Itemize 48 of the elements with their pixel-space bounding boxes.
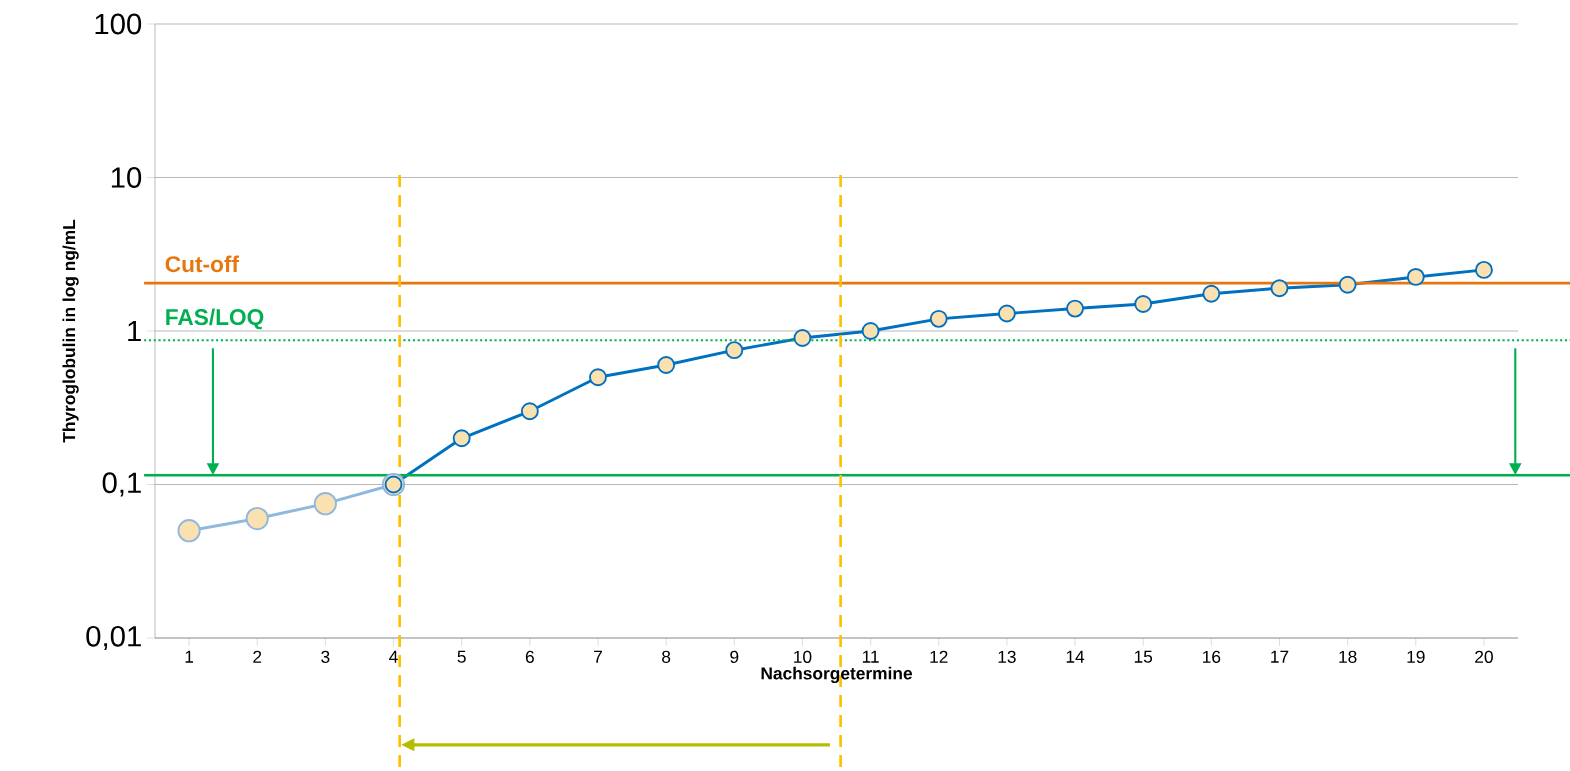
y-tick-label: 10: [111, 167, 142, 188]
ref-line-label: FAS/LOQ: [166, 308, 264, 330]
point: [657, 356, 676, 374]
point: [861, 322, 880, 340]
y-axis-title: Thyroglobulin in log ng/mL: [62, 219, 79, 443]
y-tick-label: 1: [128, 320, 141, 342]
point: [1202, 284, 1221, 303]
y-tick-label: 0,01: [86, 625, 141, 651]
x-tick-label: 2: [253, 650, 262, 663]
point: [245, 506, 269, 531]
x-tick-label: 12: [930, 650, 948, 663]
x-tick-label: 9: [730, 650, 739, 663]
x-tick-label: 13: [998, 650, 1016, 663]
point: [1270, 279, 1289, 298]
point: [313, 492, 337, 516]
point: [1338, 275, 1357, 294]
x-tick-label: 18: [1339, 650, 1357, 663]
point: [589, 368, 607, 387]
x-tick-label: 19: [1407, 650, 1425, 663]
x-tick-label: 15: [1134, 650, 1153, 663]
x-tick-label: 4: [389, 650, 398, 663]
point: [452, 429, 471, 448]
point: [520, 402, 539, 421]
point: [1134, 295, 1153, 313]
x-tick-label: 6: [525, 650, 534, 663]
x-tick-label: 17: [1271, 650, 1289, 663]
point: [1475, 260, 1493, 279]
x-tick-label: 11: [862, 650, 879, 663]
x-axis-title: Nachsorgetermine: [761, 666, 913, 684]
point: [725, 341, 744, 360]
x-tick-label: 10: [794, 650, 812, 663]
x-tick-label: 5: [457, 650, 466, 663]
x-tick-label: 1: [185, 650, 194, 663]
point: [1406, 268, 1425, 286]
point: [1066, 299, 1084, 318]
x-tick-label: 3: [321, 650, 330, 663]
y-tick-label: 100: [95, 13, 142, 35]
x-tick-label: 20: [1475, 650, 1493, 663]
point: [997, 304, 1016, 323]
ref-line-label: Cut-off: [165, 255, 240, 273]
x-tick-label: 7: [594, 650, 602, 663]
x-tick-label: 14: [1066, 650, 1085, 663]
point: [793, 329, 812, 347]
x-tick-label: 8: [662, 650, 671, 663]
point: [177, 519, 201, 543]
x-tick-label: 16: [1203, 650, 1221, 663]
y-tick-label: 0,1: [102, 472, 141, 497]
point: [929, 309, 948, 328]
